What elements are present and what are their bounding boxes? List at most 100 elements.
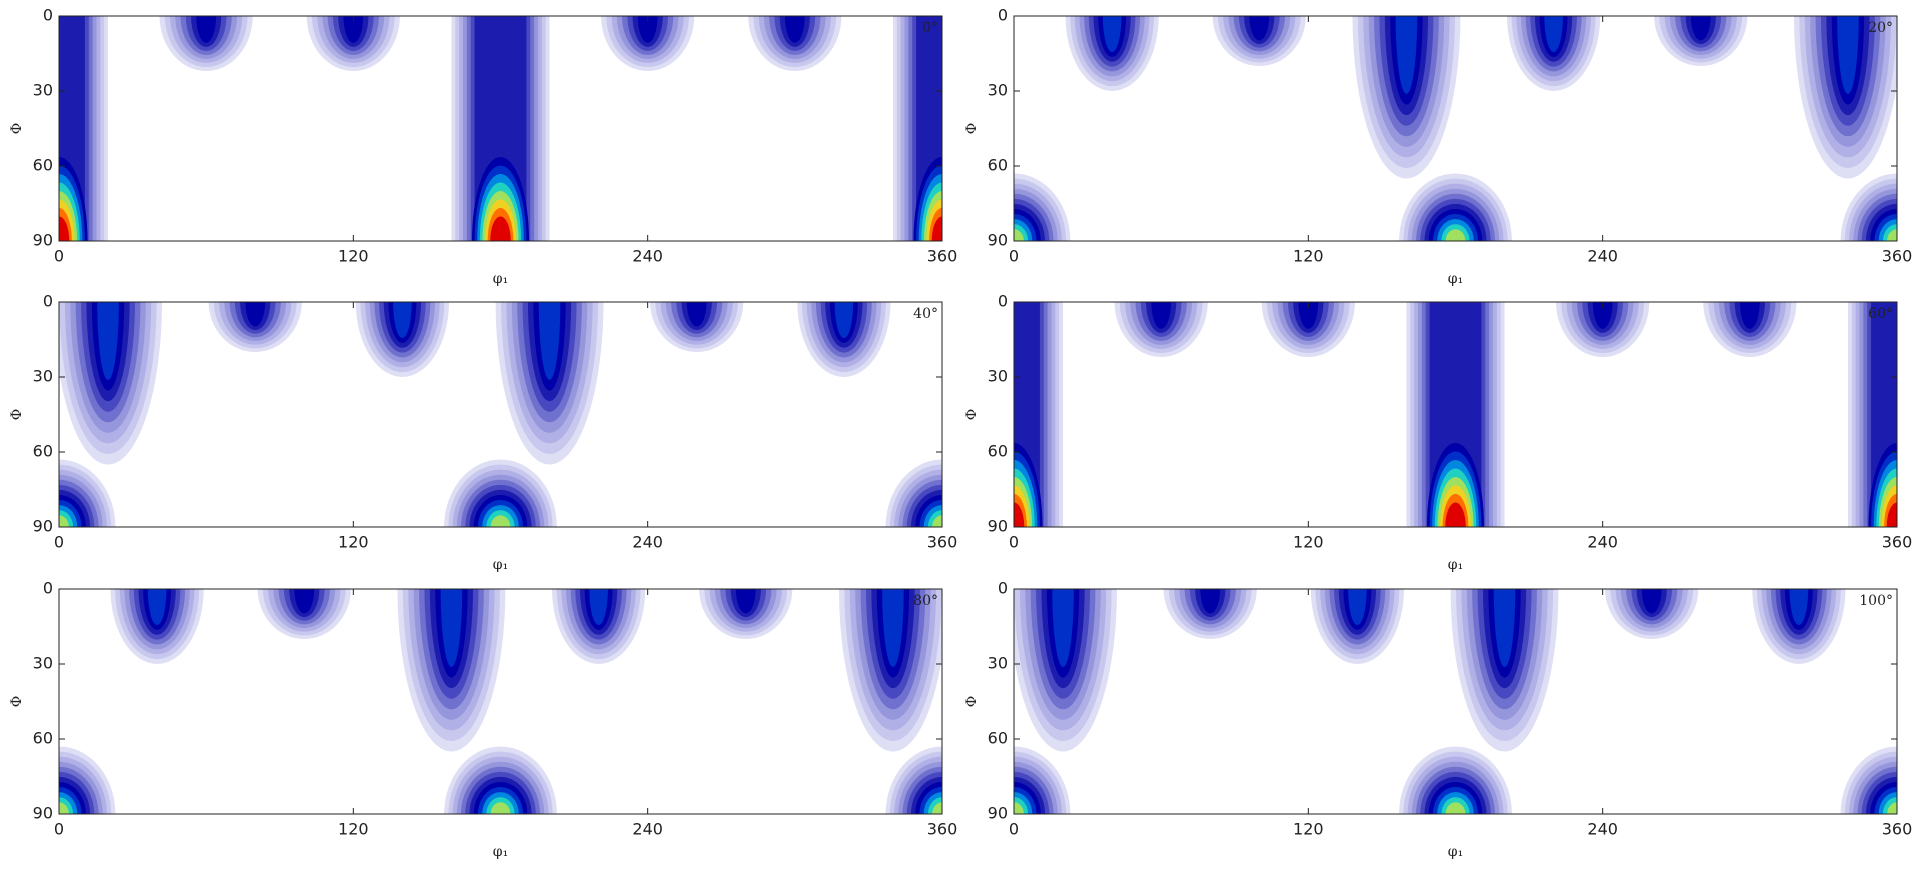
x-axis-label: φ₁ [493,271,508,287]
y-tick-label: 30 [988,367,1008,386]
contour-level [490,802,511,814]
y-tick-label: 90 [33,804,53,823]
x-tick-label: 0 [1009,533,1019,552]
x-tick-label: 0 [54,247,64,266]
contour-level [1348,589,1367,625]
x-tick-label: 0 [1009,247,1019,266]
contour-level [1493,589,1516,667]
y-tick-label: 30 [33,654,53,673]
y-tick-label: 0 [43,6,53,25]
contour-field [59,589,942,814]
contour-level [147,589,167,625]
contour-field [59,16,942,241]
contour-level [735,589,756,614]
contour-level [59,515,69,527]
contour-field [1014,16,1897,241]
x-axis-label: φ₁ [1448,844,1463,860]
panel: 0 120 240 360 0 30 60 90 φ₁ Φ 80° [9,579,958,861]
section-label: 0° [922,20,938,36]
contour-level [1592,302,1613,329]
y-axis-label: Φ [9,123,25,134]
contour-level [834,302,854,338]
y-tick-label: 60 [33,156,53,175]
contour-level [1298,302,1319,329]
contour-level [784,16,805,43]
panel: 0 120 240 360 0 30 60 90 φ₁ Φ 20° [964,6,1912,288]
y-tick-label: 60 [988,156,1008,175]
section-label: 60° [1868,306,1893,322]
y-tick-label: 30 [988,81,1008,100]
contour-level [440,589,463,667]
x-tick-label: 0 [54,820,64,839]
plot-frame [1013,301,1898,528]
panel: 0 120 240 360 0 30 60 90 φ₁ Φ 100° [964,579,1913,861]
contour-level [686,302,707,327]
y-tick-label: 60 [33,729,53,748]
contour-level [1544,16,1563,52]
contour-level [343,16,364,43]
panel: 0 120 240 360 0 30 60 90 φ₁ Φ 60° [964,292,1912,574]
y-axis-label: Φ [964,409,980,420]
contour-level [1789,589,1809,625]
y-tick-label: 90 [988,804,1008,823]
contour-level [1052,589,1074,667]
plot-frame [1013,15,1898,242]
contour-level [245,302,266,327]
contour-level [1445,802,1466,814]
x-tick-label: 120 [338,533,369,552]
x-tick-label: 120 [1293,820,1324,839]
contour-level [1445,502,1466,527]
y-tick-label: 90 [33,231,53,250]
contour-level [294,589,315,614]
x-tick-label: 360 [927,533,958,552]
contour-level [637,16,658,43]
x-axis-label: φ₁ [1448,271,1463,287]
plot-frame [58,588,943,815]
y-tick-label: 0 [43,292,53,311]
section-label: 20° [1868,20,1893,36]
contour-level [97,302,119,380]
y-axis-label: Φ [9,409,25,420]
contour-level [1151,302,1172,329]
y-tick-label: 90 [988,517,1008,536]
contour-level [1739,302,1760,329]
x-tick-label: 360 [1882,820,1913,839]
contour-level [1102,16,1122,52]
x-tick-label: 360 [927,820,958,839]
contour-level [59,216,70,241]
y-tick-label: 60 [33,442,53,461]
contour-level [882,589,904,667]
y-tick-label: 30 [33,367,53,386]
y-axis-label: Φ [964,123,980,134]
x-tick-label: 240 [632,533,663,552]
y-tick-label: 30 [988,654,1008,673]
x-tick-label: 0 [54,533,64,552]
y-tick-label: 90 [33,517,53,536]
y-tick-label: 0 [43,579,53,598]
x-tick-label: 360 [927,247,958,266]
contour-level [1395,16,1418,94]
x-tick-label: 240 [1587,533,1618,552]
contour-level [393,302,412,338]
y-tick-label: 60 [988,729,1008,748]
plot-frame [58,301,943,528]
y-tick-label: 30 [33,81,53,100]
y-tick-label: 60 [988,442,1008,461]
contour-level [538,302,561,380]
panel: 0 120 240 360 0 30 60 90 φ₁ Φ 0° [9,6,958,288]
contour-level [932,515,942,527]
contour-level [490,216,511,241]
contour-field [59,302,942,527]
contour-level [1014,802,1024,814]
contour-level [1887,229,1897,241]
x-axis-label: φ₁ [493,557,508,573]
contour-level [1837,16,1859,94]
section-label: 100° [1859,593,1893,609]
y-axis-label: Φ [9,696,25,707]
panel: 0 120 240 360 0 30 60 90 φ₁ Φ 40° [9,292,958,574]
section-label: 40° [913,306,938,322]
x-tick-label: 0 [1009,820,1019,839]
y-tick-label: 0 [998,579,1008,598]
section-label: 80° [913,593,938,609]
